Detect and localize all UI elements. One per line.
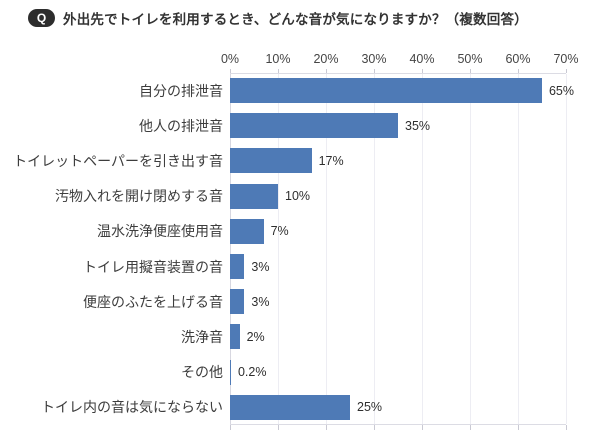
category-label: トイレットペーパーを引き出す音 [13, 152, 223, 169]
bar-track: 0.2% [230, 355, 566, 390]
bar-track: 35% [230, 108, 566, 143]
gridline [374, 74, 375, 424]
category-label: トイレ内の音は気にならない [41, 399, 223, 416]
bar [230, 218, 264, 244]
bar [230, 289, 245, 315]
value-label: 10% [285, 189, 311, 204]
bar-row: トイレ内の音は気にならない 25% [0, 390, 600, 425]
bar [230, 148, 312, 174]
value-label: 17% [318, 153, 344, 168]
bar-track: 7% [230, 214, 566, 249]
value-label: 7% [270, 224, 289, 239]
x-axis-tick-mark [422, 69, 423, 73]
bar-row: トイレットペーパーを引き出す音 17% [0, 143, 600, 178]
bar-track: 2% [230, 319, 566, 354]
x-axis-tick-mark [566, 69, 567, 73]
x-axis-tick-mark [326, 69, 327, 73]
gridline [470, 74, 471, 424]
x-axis-tick-mark [374, 69, 375, 73]
x-axis-tick-label: 10% [265, 52, 291, 66]
y-axis-line [230, 74, 231, 424]
bar-track: 17% [230, 143, 566, 178]
bar [230, 183, 278, 209]
bar-row: 便座のふたを上げる音 3% [0, 284, 600, 319]
x-axis-tick-mark [278, 69, 279, 73]
bar-row: 自分の排泄音 65% [0, 73, 600, 108]
bar [230, 359, 231, 385]
bar-track: 25% [230, 390, 566, 425]
category-label: 汚物入れを開け閉めする音 [55, 188, 223, 205]
x-axis-tick-mark [518, 424, 519, 430]
bar-track: 65% [230, 73, 574, 108]
chart-title: 外出先でトイレを利用するとき、どんな音が気になりますか？（複数回答） [63, 12, 528, 27]
x-axis-tick-mark [326, 424, 327, 430]
x-axis-tick-mark [470, 69, 471, 73]
x-axis-tick-mark [518, 69, 519, 73]
gridline [326, 74, 327, 424]
value-label: 35% [405, 118, 431, 133]
bar-row: 他人の排泄音 35% [0, 108, 600, 143]
bar [230, 394, 350, 420]
gridline [422, 74, 423, 424]
category-label: 他人の排泄音 [139, 117, 223, 134]
x-axis-tick-mark [230, 424, 231, 430]
chart-header: Q 外出先でトイレを利用するとき、どんな音が気になりますか？（複数回答） [0, 0, 600, 28]
x-axis-tick-label: 50% [457, 52, 483, 66]
category-label: 洗浄音 [181, 328, 223, 345]
category-label: 便座のふたを上げる音 [83, 293, 223, 310]
bar-row: トイレ用擬音装置の音 3% [0, 249, 600, 284]
value-label: 2% [246, 329, 265, 344]
gridline [278, 74, 279, 424]
x-axis-tick-label: 40% [409, 52, 435, 66]
x-axis-tick-label: 70% [553, 52, 579, 66]
x-axis-tick-label: 20% [313, 52, 339, 66]
x-axis: 0% 10% 20% 30% 40% 50% 60% 70% [221, 52, 579, 73]
gridline [518, 74, 519, 424]
x-axis-tick-mark [566, 424, 567, 430]
bar-row: 汚物入れを開け閉めする音 10% [0, 179, 600, 214]
category-label: 自分の排泄音 [139, 82, 223, 99]
x-axis-tick-label: 0% [220, 52, 240, 66]
gridlines [230, 73, 567, 425]
bar [230, 324, 240, 350]
plot-area: 自分の排泄音 65% 他人の排泄音 35% トイレットペーパーを引き出す音 17% 汚物入れ… [0, 73, 600, 425]
bar-rows: 自分の排泄音 65% 他人の排泄音 35% トイレットペーパーを引き出す音 17% 汚物入れ… [0, 73, 600, 425]
x-axis-tick-mark [470, 424, 471, 430]
question-badge: Q [28, 9, 55, 27]
value-label: 65% [548, 83, 575, 98]
x-axis-tick-mark [374, 424, 375, 430]
bar [230, 78, 542, 104]
gridline [566, 74, 567, 424]
bar-row: 温水洗浄便座使用音 7% [0, 214, 600, 249]
category-label: トイレ用擬音装置の音 [83, 258, 223, 275]
bar [230, 254, 245, 280]
x-axis-tick-mark [278, 424, 279, 430]
x-axis-bottom-ticks [230, 424, 567, 431]
bar-row: 洗浄音 2% [0, 319, 600, 354]
x-axis-tick-label: 60% [505, 52, 531, 66]
value-label: 3% [251, 294, 270, 309]
value-label: 0.2% [237, 365, 267, 380]
value-label: 3% [251, 259, 270, 274]
bar [230, 113, 398, 139]
bar-row: その他 0.2% [0, 355, 600, 390]
bar-track: 10% [230, 179, 566, 214]
bar-track: 3% [230, 284, 566, 319]
value-label: 25% [357, 400, 383, 415]
x-axis-tick-mark [230, 69, 231, 73]
x-axis-tick-label: 30% [361, 52, 387, 66]
category-label: 温水洗浄便座使用音 [97, 223, 223, 240]
x-axis-tick-mark [422, 424, 423, 430]
category-label: その他 [181, 364, 223, 381]
bar-track: 3% [230, 249, 566, 284]
